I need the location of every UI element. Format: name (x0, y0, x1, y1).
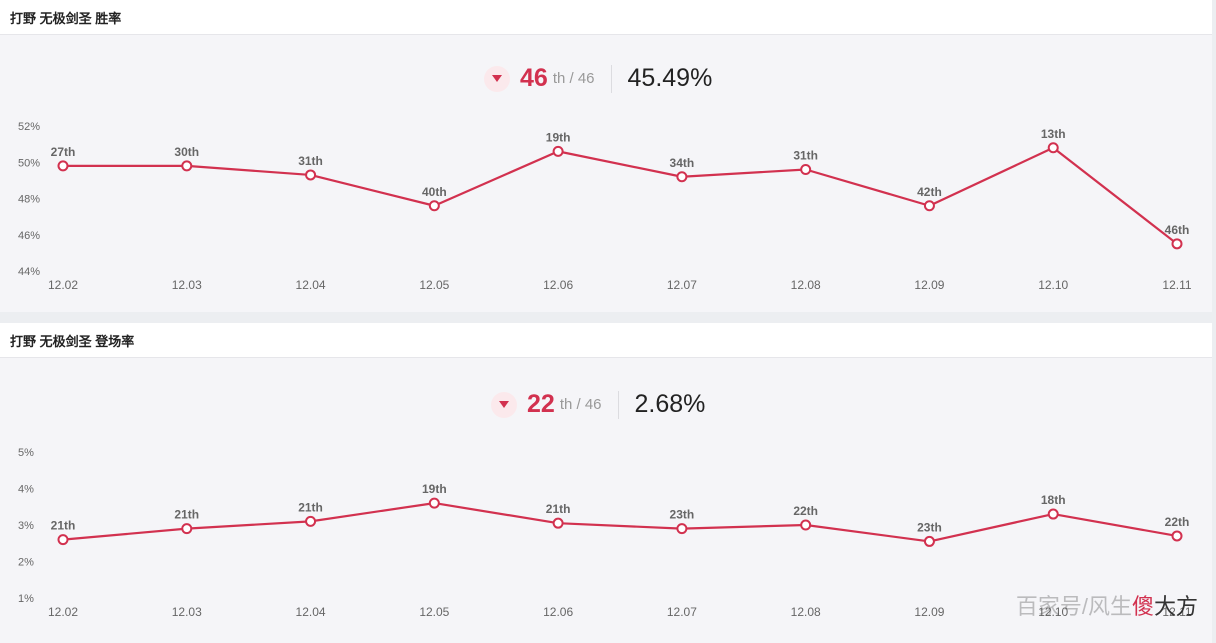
data-point (1171, 530, 1183, 542)
x-tick-label: 12.05 (419, 278, 449, 292)
rank-total: th / 46 (552, 70, 595, 87)
panel-title: 打野 无极剑圣 胜率 (0, 0, 1212, 35)
data-point (181, 160, 193, 172)
data-label: 31th (793, 149, 818, 163)
data-point (800, 164, 812, 175)
panel-title: 打野 无极剑圣 登场率 (0, 323, 1212, 358)
x-tick-label: 12.11 (1162, 605, 1191, 619)
data-label: 18th (1041, 493, 1066, 507)
data-label: 23th (917, 520, 942, 534)
y-tick-label: 46% (18, 230, 40, 242)
data-point (552, 517, 564, 529)
y-tick-label: 1% (18, 593, 34, 605)
data-label: 40th (422, 185, 447, 199)
x-tick-label: 12.09 (914, 278, 944, 292)
data-label: 21th (298, 500, 323, 514)
pickrate-panel: 打野 无极剑圣 登场率 22 th / 46 2.68% 1% 2% 3% 4% 5% 1… (0, 323, 1212, 643)
x-tick-label: 12.05 (419, 605, 449, 619)
x-tick-label: 12.04 (296, 278, 326, 292)
data-point (57, 160, 69, 172)
series-line (62, 502, 1178, 543)
data-point (181, 523, 193, 535)
data-label: 23th (670, 508, 695, 522)
x-tick-label: 12.09 (914, 605, 944, 619)
trend-down-icon (484, 65, 510, 92)
rank-value: 22 (527, 390, 555, 418)
y-tick-label: 48% (18, 194, 40, 206)
rank-total: th / 46 (559, 396, 602, 413)
data-label: 42th (917, 185, 942, 199)
data-label: 19th (422, 482, 447, 496)
data-label: 21th (174, 508, 199, 522)
pickrate-value: 2.68% (634, 390, 706, 418)
data-point (305, 515, 317, 527)
x-tick-label: 12.04 (296, 605, 326, 619)
data-point (428, 200, 440, 212)
y-tick-label: 44% (18, 266, 40, 278)
data-point (676, 523, 688, 535)
x-tick-label: 12.06 (543, 605, 573, 619)
data-label: 46th (1165, 223, 1190, 237)
x-tick-label: 12.07 (667, 278, 697, 292)
data-point (800, 519, 812, 531)
summary: 22 th / 46 2.68% (491, 390, 705, 419)
data-point (1047, 142, 1059, 154)
x-tick-label: 12.06 (543, 278, 573, 292)
data-label: 21th (546, 502, 571, 516)
x-tick-label: 12.08 (791, 605, 821, 619)
summary: 46 th / 46 45.49% (484, 64, 712, 93)
y-tick-label: 3% (18, 520, 34, 532)
data-point (923, 535, 935, 547)
pickrate-line-chart: 1% 2% 3% 4% 5% 12.02 12.03 12.04 12.05 12.06 12.07… (18, 447, 1192, 619)
x-tick-label: 12.03 (172, 278, 202, 292)
series-line (63, 146, 1178, 245)
data-label: 13th (1041, 127, 1066, 141)
x-tick-label: 12.02 (48, 278, 78, 292)
x-tick-label: 12.10 (1038, 605, 1068, 619)
data-label: 19th (546, 130, 571, 144)
rank-value: 46 (520, 64, 548, 92)
data-label: 34th (670, 156, 695, 170)
y-tick-label: 50% (18, 157, 40, 169)
winrate-value: 45.49% (627, 64, 713, 92)
x-tick-label: 12.02 (48, 605, 78, 619)
x-tick-label: 12.11 (1162, 278, 1191, 292)
y-tick-label: 5% (18, 447, 34, 459)
data-point (305, 169, 317, 181)
watermark-tail: 大方 (1153, 594, 1198, 619)
winrate-line-chart: 44% 46% 48% 50% 52% 12.02 12.03 12.04 12.05 12.06… (18, 121, 1192, 292)
winrate-panel: 打野 无极剑圣 胜率 46 th / 46 45.49% 44% 46% 48% 50… (0, 0, 1212, 312)
data-label: 30th (174, 145, 199, 159)
x-tick-label: 12.03 (172, 605, 202, 619)
watermark-faded-text: 百家号/风生 (1015, 594, 1132, 619)
divider (617, 390, 619, 419)
data-point (923, 200, 935, 212)
data-point (1047, 508, 1059, 520)
y-tick-label: 2% (18, 557, 34, 569)
data-point (428, 497, 440, 509)
x-tick-label: 12.07 (667, 605, 697, 619)
data-label: 31th (298, 154, 323, 168)
x-tick-label: 12.10 (1038, 278, 1068, 292)
data-label: 27th (51, 145, 76, 159)
watermark-mark: 傻 (1131, 594, 1154, 619)
data-label: 21th (51, 519, 76, 533)
data-point (1171, 238, 1183, 250)
y-tick-label: 4% (18, 484, 34, 496)
trend-down-icon (491, 391, 517, 418)
data-label: 22th (1165, 515, 1190, 529)
watermark: 百家号/风生傻大方 (1016, 589, 1198, 621)
divider (610, 64, 612, 93)
data-point (552, 145, 564, 157)
data-point (57, 534, 69, 546)
y-tick-label: 52% (18, 121, 40, 133)
data-label: 22th (793, 504, 818, 518)
x-tick-label: 12.08 (791, 278, 821, 292)
data-point (676, 171, 688, 183)
